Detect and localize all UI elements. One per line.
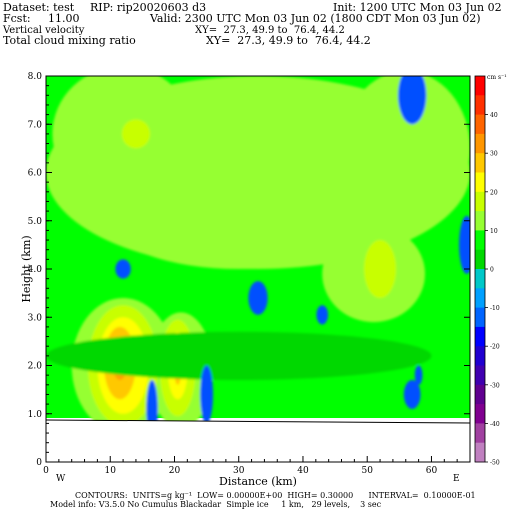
header-field2: Total cloud mixing ratio bbox=[3, 34, 136, 47]
header-rip: RIP: rip20020603 d3 bbox=[90, 1, 207, 14]
header-valid: Valid: 2300 UTC Mon 03 Jun 02 (1800 CDT … bbox=[150, 12, 481, 25]
region-blue-lower-left bbox=[146, 379, 158, 421]
colorbar-swatch bbox=[475, 76, 485, 96]
colorbar-swatch bbox=[475, 384, 485, 405]
colorbar-units: cm s⁻¹ bbox=[487, 74, 507, 81]
header-xy2: XY= 27.3, 49.9 to 76.4, 44.2 bbox=[206, 34, 371, 47]
x-tick-label: 10 bbox=[105, 466, 117, 476]
x-axis: 0 10 20 30 40 50 60 bbox=[43, 456, 471, 476]
colorbar-swatch bbox=[475, 326, 485, 347]
region-yellow-right-blob bbox=[364, 240, 397, 298]
colorbar-swatch bbox=[475, 114, 485, 135]
x-tick-label: 50 bbox=[361, 466, 373, 476]
colorbar-swatch bbox=[475, 346, 485, 366]
x-axis-label: Distance (km) bbox=[219, 475, 297, 488]
region-light-green-center-lobe bbox=[110, 172, 368, 269]
x-tick-label: 40 bbox=[297, 466, 309, 476]
x-tick-label: 30 bbox=[233, 466, 245, 476]
header-fcst: Fcst: 11.00 bbox=[3, 12, 80, 25]
colorbar-swatch bbox=[475, 365, 485, 386]
x-tick-label: 20 bbox=[169, 466, 181, 476]
colorbar-swatch bbox=[475, 153, 485, 173]
colorbar-swatch bbox=[475, 191, 485, 212]
colorbar-swatch bbox=[475, 230, 485, 251]
y-axis: 0 1.0 2.0 3.0 4.0 5.0 6.0 7.0 8.0 bbox=[28, 72, 470, 468]
region-blue-mid-left bbox=[115, 259, 131, 279]
header-xy1: XY= 27.3, 49.9 to 76.4, 44.2 bbox=[195, 25, 345, 36]
colorbar-swatch bbox=[475, 404, 485, 424]
y-tick-label: 1.0 bbox=[28, 410, 43, 420]
colorbar-swatch bbox=[475, 442, 485, 463]
contour-regions bbox=[46, 76, 470, 421]
colorbar-label: -40 bbox=[490, 421, 500, 428]
y-tick-label: 6.0 bbox=[28, 169, 43, 179]
x-tick-label: 0 bbox=[43, 466, 49, 476]
colorbar-label: 0 bbox=[490, 267, 494, 274]
region-blue-lower-right bbox=[403, 379, 421, 409]
colorbar-label: 30 bbox=[490, 151, 498, 158]
colorbar-label: 10 bbox=[490, 228, 498, 235]
colorbar-swatch bbox=[475, 95, 485, 116]
colorbar-swatch bbox=[475, 288, 485, 309]
region-blue-mid-center bbox=[248, 281, 268, 315]
direction-west: W bbox=[56, 474, 66, 484]
colorbar-label: -30 bbox=[490, 382, 500, 389]
colorbar-swatch bbox=[475, 133, 485, 154]
y-tick-label: 8.0 bbox=[28, 72, 43, 82]
region-blue-small-mid bbox=[316, 305, 329, 325]
colorbar-swatch bbox=[475, 269, 485, 289]
colorbar-label: -20 bbox=[490, 344, 500, 351]
y-tick-label: 7.0 bbox=[28, 120, 43, 130]
y-tick-label: 5.0 bbox=[28, 217, 43, 227]
colorbar-swatch bbox=[475, 211, 485, 231]
footer-model: Model info: V3.5.0 No Cumulus Blackadar … bbox=[50, 500, 382, 509]
header-dataset: Dataset: test bbox=[3, 1, 75, 14]
colorbar-label: 40 bbox=[490, 112, 498, 119]
colorbar-swatch bbox=[475, 249, 485, 270]
x-tick-label: 60 bbox=[426, 466, 438, 476]
y-axis-label: Height (km) bbox=[20, 235, 33, 302]
footer-contours: CONTOURS: UNITS=g kg⁻¹ LOW= 0.00000E+00 … bbox=[75, 491, 476, 500]
y-tick-label: 3.0 bbox=[28, 313, 43, 323]
header-init: Init: 1200 UTC Mon 03 Jun 02 bbox=[333, 1, 502, 14]
colorbar-label: -50 bbox=[490, 460, 500, 467]
terrain-mask bbox=[46, 420, 470, 462]
colorbar-swatch bbox=[475, 423, 485, 444]
colorbar-label: 20 bbox=[490, 189, 498, 196]
colorbar-swatch bbox=[475, 307, 485, 328]
plot-area bbox=[45, 75, 471, 463]
terrain-line bbox=[45, 419, 471, 424]
region-light-green-right-lobe bbox=[341, 76, 470, 226]
region-blue-upper-right bbox=[398, 76, 427, 125]
direction-east: E bbox=[453, 474, 460, 484]
y-tick-label: 0 bbox=[36, 458, 42, 468]
colorbar-swatch bbox=[475, 172, 485, 193]
y-tick-label: 4.0 bbox=[28, 265, 43, 275]
colorbar-label: -10 bbox=[490, 305, 500, 312]
colorbar: 40 30 20 10 0 -10 -20 -30 -40 -50 bbox=[474, 75, 500, 467]
header-field1: Vertical velocity bbox=[3, 25, 85, 36]
y-tick-label: 2.0 bbox=[28, 362, 43, 372]
region-yellow-upper-left bbox=[121, 119, 151, 149]
region-blue-lower-center bbox=[200, 365, 214, 421]
region-blue-right-edge bbox=[459, 215, 470, 274]
region-dark-green-low-band bbox=[46, 331, 432, 380]
region-blue-right-low bbox=[414, 365, 423, 385]
